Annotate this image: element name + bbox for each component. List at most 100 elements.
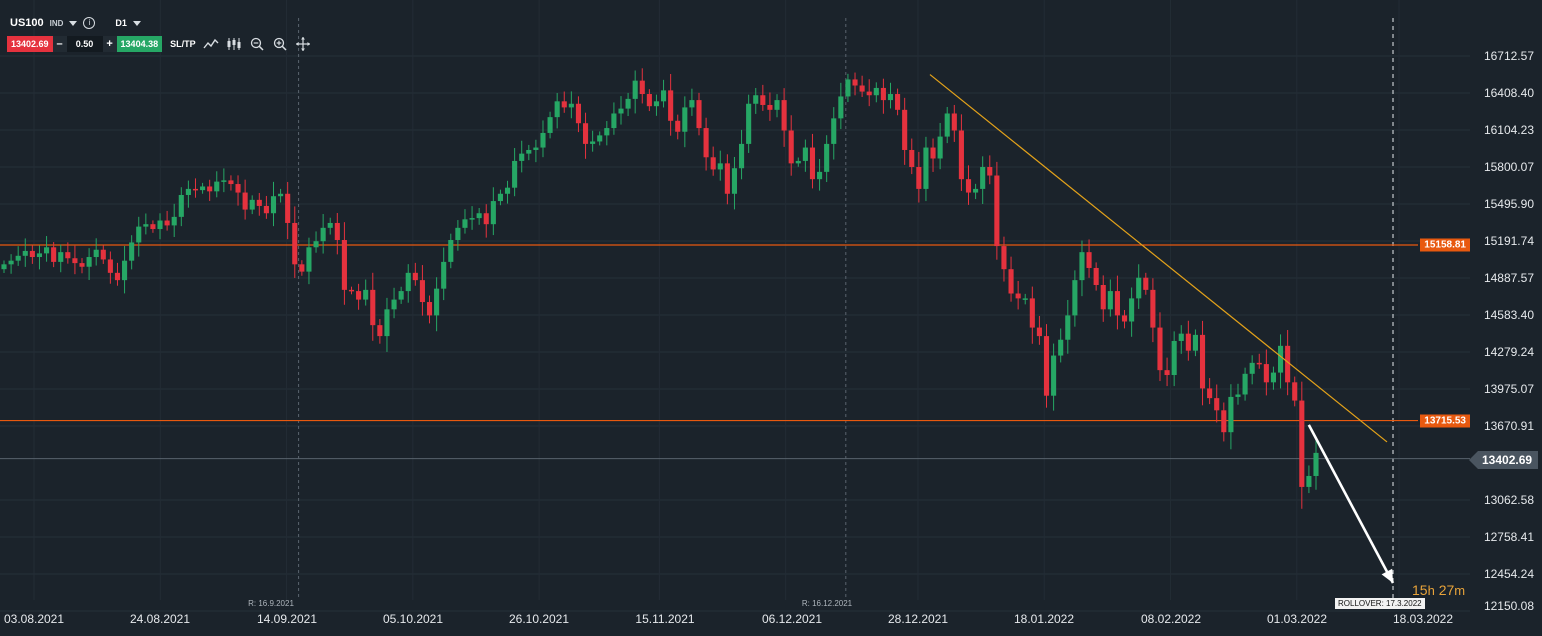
candle xyxy=(824,135,830,183)
timeframe-selector[interactable]: D1 xyxy=(115,18,127,28)
candle-body xyxy=(1036,327,1042,337)
candle-body xyxy=(1086,252,1092,268)
candle-body xyxy=(504,187,511,194)
candle xyxy=(1256,353,1262,369)
candle-body xyxy=(200,186,206,191)
candle-body xyxy=(703,128,709,158)
candlestick-icon[interactable] xyxy=(226,37,242,51)
candle xyxy=(43,236,50,262)
candle-body xyxy=(107,259,113,273)
candle xyxy=(235,175,241,206)
candle xyxy=(171,203,177,238)
timeframe-dropdown-icon[interactable] xyxy=(132,20,141,26)
buy-button[interactable]: 13404.38 xyxy=(116,36,163,52)
sell-button[interactable]: 13402.69 xyxy=(7,36,53,52)
candle xyxy=(285,181,291,240)
candle-body xyxy=(214,181,220,192)
countdown-hours-unit: h xyxy=(1427,583,1435,598)
candle xyxy=(412,262,418,286)
candle-body xyxy=(136,226,142,243)
volume-increase-button[interactable]: + xyxy=(102,36,117,52)
symbol-dropdown-icon[interactable] xyxy=(69,20,78,26)
y-tick-label: 12150.08 xyxy=(1483,599,1534,613)
candle xyxy=(398,286,404,304)
candle-body xyxy=(412,272,418,281)
candle xyxy=(781,88,787,147)
candle-body xyxy=(22,250,28,256)
candle-body xyxy=(958,130,964,180)
candle xyxy=(1043,324,1050,408)
candle xyxy=(1192,329,1198,357)
sltp-button[interactable]: SL/TP xyxy=(170,39,196,49)
asset-class-label: IND xyxy=(49,18,64,28)
candle xyxy=(483,204,489,238)
candle-body xyxy=(462,219,468,228)
symbol-toolbar: US100 IND i D1 xyxy=(10,14,141,32)
candle-body xyxy=(1185,333,1191,351)
candle xyxy=(122,245,128,294)
candle-body xyxy=(228,180,234,185)
candle xyxy=(1051,343,1057,411)
candle-body xyxy=(419,280,425,303)
candle xyxy=(710,146,716,176)
x-tick-label: 08.02.2022 xyxy=(1140,612,1202,626)
candle xyxy=(1,260,7,273)
candle-body xyxy=(696,100,702,129)
candle-body xyxy=(1051,355,1057,396)
crosshair-icon[interactable] xyxy=(295,37,311,51)
countdown-minutes-unit: m xyxy=(1454,583,1466,598)
candle xyxy=(221,168,227,193)
candle-body xyxy=(568,103,574,108)
support-level-badge[interactable]: 13715.53 xyxy=(1420,414,1470,428)
rollover-marker-label: R: 16.12.2021 xyxy=(801,599,853,608)
candle-body xyxy=(1171,340,1177,376)
candle-body xyxy=(1249,362,1255,374)
candle xyxy=(1263,349,1269,396)
zoom-out-icon[interactable] xyxy=(249,37,265,51)
symbol-name[interactable]: US100 xyxy=(10,17,44,29)
x-tick-label: 15.11.2021 xyxy=(635,612,695,626)
x-tick-label: 26.10.2021 xyxy=(508,612,570,626)
candle xyxy=(228,175,234,191)
y-tick-label: 13062.58 xyxy=(1483,493,1534,507)
candle xyxy=(1178,325,1184,354)
candle-body xyxy=(519,153,525,161)
resistance-level-badge[interactable]: 15158.81 xyxy=(1420,238,1470,252)
y-tick-label: 13670.91 xyxy=(1483,419,1534,433)
candle-body xyxy=(895,94,901,110)
candle xyxy=(185,180,191,208)
candle xyxy=(512,148,518,197)
x-tick-label: 18.03.2022 xyxy=(1392,612,1454,626)
candle xyxy=(377,319,383,344)
candle-body xyxy=(916,167,922,189)
volume-input[interactable]: 0.50 xyxy=(66,36,103,52)
volume-decrease-button[interactable]: – xyxy=(52,36,67,52)
candle xyxy=(533,139,539,163)
candle-body xyxy=(831,118,837,144)
candle-body xyxy=(1150,289,1156,328)
candle xyxy=(15,246,21,266)
candle-body xyxy=(93,249,99,258)
candle xyxy=(831,107,837,160)
forecast-arrow-line xyxy=(1307,424,1395,584)
candle-body xyxy=(682,107,688,132)
current-price-badge: 13402.69 xyxy=(1468,451,1539,469)
candle-body xyxy=(143,224,149,227)
candle-body xyxy=(469,218,475,220)
candle-body xyxy=(582,123,589,144)
candle xyxy=(554,92,560,129)
candle xyxy=(391,287,397,319)
line-chart-icon[interactable] xyxy=(203,37,219,51)
candle-body xyxy=(43,247,50,254)
candle xyxy=(334,212,340,255)
candle-body xyxy=(1072,280,1078,316)
candle-body xyxy=(1,264,7,270)
candle-countdown: 15h 27m xyxy=(1412,582,1465,598)
y-tick-label: 14887.57 xyxy=(1483,271,1534,285)
candle xyxy=(675,114,681,140)
zoom-in-icon[interactable] xyxy=(272,37,288,51)
candle-body xyxy=(902,109,908,150)
info-icon[interactable]: i xyxy=(83,17,96,29)
candle xyxy=(973,183,979,200)
